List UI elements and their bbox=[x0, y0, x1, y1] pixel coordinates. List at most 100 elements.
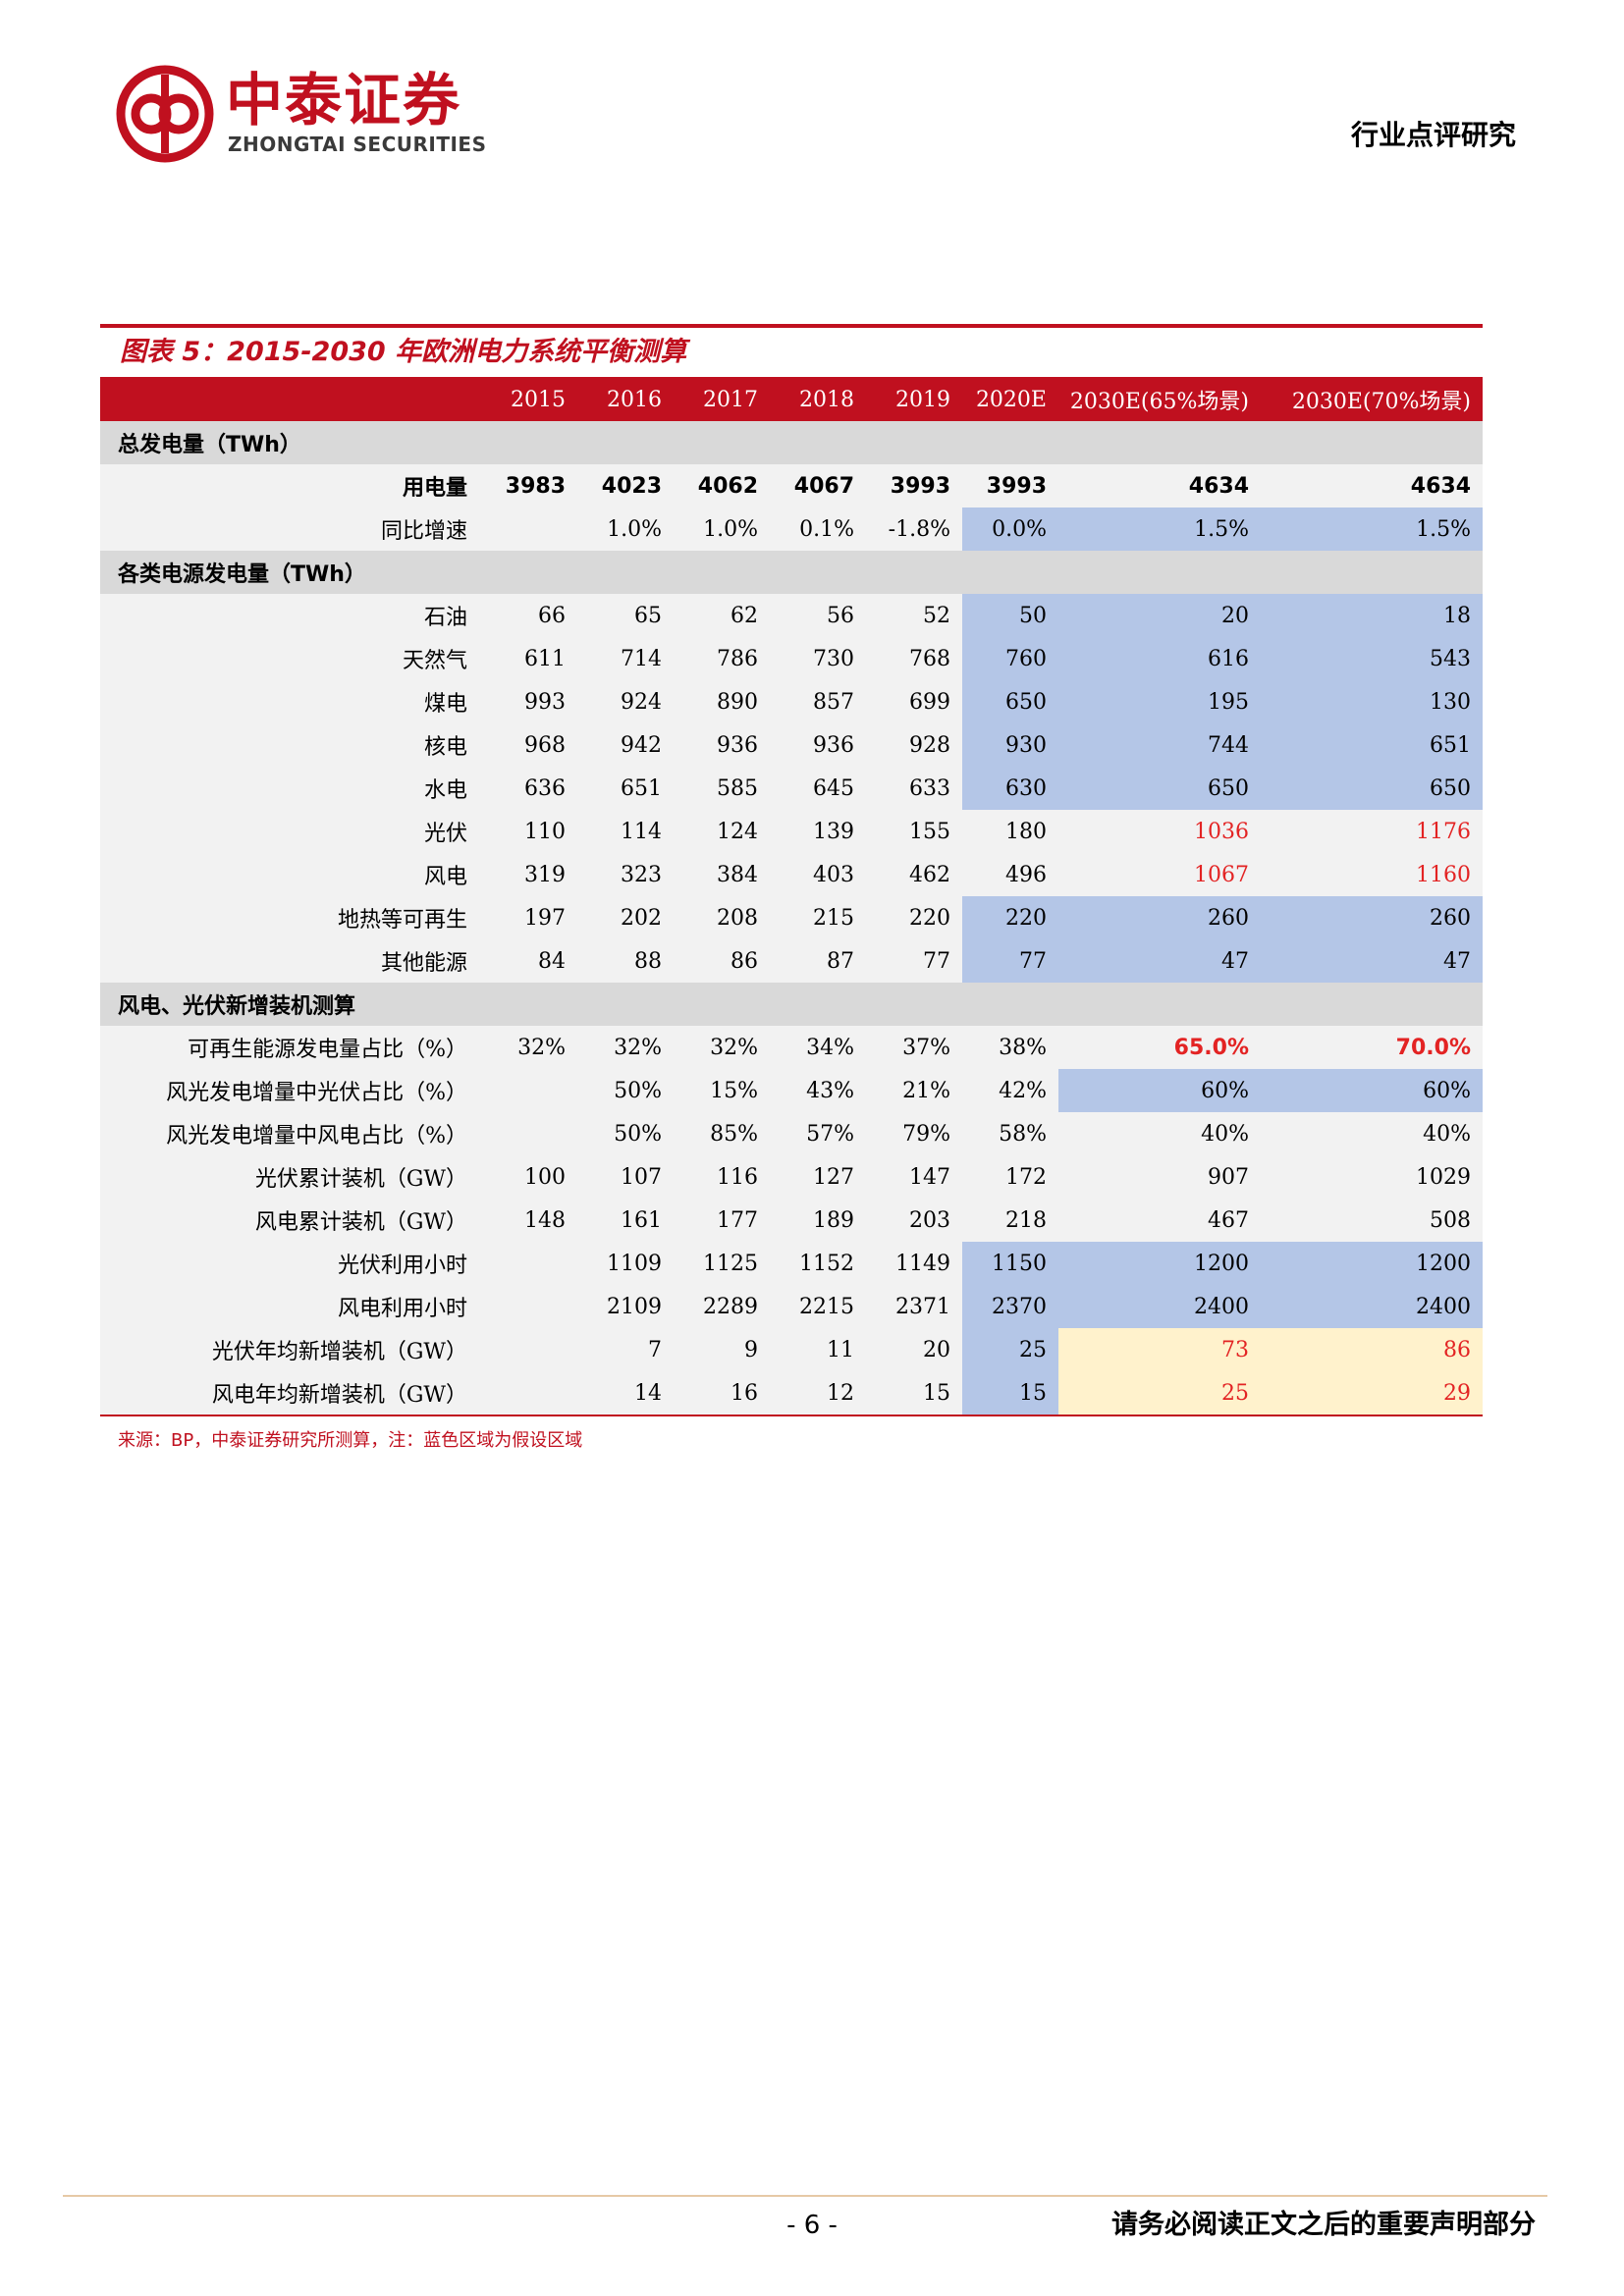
table-cell: 907 bbox=[1058, 1155, 1261, 1199]
table-cell: 215 bbox=[770, 896, 866, 939]
section-title: 风电、光伏新增装机测算 bbox=[100, 983, 1483, 1026]
table-cell: 85% bbox=[674, 1112, 770, 1155]
section-row: 各类电源发电量（TWh） bbox=[100, 551, 1483, 594]
table-cell: 127 bbox=[770, 1155, 866, 1199]
table-cell: 7 bbox=[577, 1328, 674, 1371]
table-cell: 148 bbox=[481, 1199, 577, 1242]
table-cell: 585 bbox=[674, 767, 770, 810]
row-label: 光伏利用小时 bbox=[100, 1242, 481, 1285]
row-label: 用电量 bbox=[100, 464, 481, 507]
table-cell: 650 bbox=[1058, 767, 1261, 810]
table-cell: 73 bbox=[1058, 1328, 1261, 1371]
table-cell: 1160 bbox=[1261, 853, 1483, 896]
table-cell: 43% bbox=[770, 1069, 866, 1112]
table-row: 光伏 110 114 124 139 155 180 1036 1176 bbox=[100, 810, 1483, 853]
table-cell bbox=[481, 1242, 577, 1285]
table-cell: 29 bbox=[1261, 1371, 1483, 1416]
table-row: 用电量 3983 4023 4062 4067 3993 3993 4634 4634 bbox=[100, 464, 1483, 507]
table-cell: 62 bbox=[674, 594, 770, 637]
table-cell: 66 bbox=[481, 594, 577, 637]
table-cell bbox=[481, 1069, 577, 1112]
section-row: 风电、光伏新增装机测算 bbox=[100, 983, 1483, 1026]
table-row: 光伏利用小时 1109 1125 1152 1149 1150 1200 1200 bbox=[100, 1242, 1483, 1285]
table-cell: 714 bbox=[577, 637, 674, 680]
table-row: 天然气 611 714 786 730 768 760 616 543 bbox=[100, 637, 1483, 680]
section-title: 总发电量（TWh） bbox=[100, 421, 1483, 464]
table-cell: 34% bbox=[770, 1026, 866, 1069]
table-cell: 77 bbox=[866, 939, 962, 983]
table-row: 风电 319 323 384 403 462 496 1067 1160 bbox=[100, 853, 1483, 896]
table-cell: 220 bbox=[962, 896, 1058, 939]
table-cell: 636 bbox=[481, 767, 577, 810]
page-number: - 6 - bbox=[786, 2211, 838, 2240]
column-header: 2020E bbox=[962, 377, 1058, 421]
table-cell: 21% bbox=[866, 1069, 962, 1112]
row-label: 风电 bbox=[100, 853, 481, 896]
table-header: 2015 2016 2017 2018 2019 2020E 2030E(65%场景) 203… bbox=[100, 377, 1483, 421]
row-label: 光伏 bbox=[100, 810, 481, 853]
row-label: 风光发电增量中风电占比（%） bbox=[100, 1112, 481, 1155]
table-cell: 37% bbox=[866, 1026, 962, 1069]
table-cell: 2289 bbox=[674, 1285, 770, 1328]
row-label: 风电年均新增装机（GW） bbox=[100, 1371, 481, 1416]
table-cell: 16 bbox=[674, 1371, 770, 1416]
table-cell: 260 bbox=[1261, 896, 1483, 939]
table-cell: 1067 bbox=[1058, 853, 1261, 896]
table-cell: 930 bbox=[962, 723, 1058, 767]
table-cell: 699 bbox=[866, 680, 962, 723]
table-row: 光伏年均新增装机（GW） 7 9 11 20 25 73 86 bbox=[100, 1328, 1483, 1371]
table-cell: 645 bbox=[770, 767, 866, 810]
table-cell: -1.8% bbox=[866, 507, 962, 551]
row-label: 水电 bbox=[100, 767, 481, 810]
table-cell: 88 bbox=[577, 939, 674, 983]
table-cell: 84 bbox=[481, 939, 577, 983]
table-cell: 744 bbox=[1058, 723, 1261, 767]
table-cell: 86 bbox=[674, 939, 770, 983]
table-cell: 1150 bbox=[962, 1242, 1058, 1285]
table-body: 总发电量（TWh） 用电量 3983 4023 4062 4067 3993 3993 4634… bbox=[100, 421, 1483, 1416]
table-cell: 1149 bbox=[866, 1242, 962, 1285]
table-cell: 32% bbox=[577, 1026, 674, 1069]
header-row: 2015 2016 2017 2018 2019 2020E 2030E(65%场景) 203… bbox=[100, 377, 1483, 421]
disclaimer-text: 请务必阅读正文之后的重要声明部分 bbox=[1111, 2210, 1536, 2240]
table-cell: 1125 bbox=[674, 1242, 770, 1285]
table-cell: 56 bbox=[770, 594, 866, 637]
header-corner-cell bbox=[100, 377, 481, 421]
row-label: 风电累计装机（GW） bbox=[100, 1199, 481, 1242]
table-cell bbox=[481, 1112, 577, 1155]
table-cell: 100 bbox=[481, 1155, 577, 1199]
table-cell: 462 bbox=[866, 853, 962, 896]
table-row: 同比增速 1.0% 1.0% 0.1% -1.8% 0.0% 1.5% 1.5% bbox=[100, 507, 1483, 551]
table-cell: 968 bbox=[481, 723, 577, 767]
table-cell: 2371 bbox=[866, 1285, 962, 1328]
table-cell: 177 bbox=[674, 1199, 770, 1242]
table-cell: 1029 bbox=[1261, 1155, 1483, 1199]
table-cell: 543 bbox=[1261, 637, 1483, 680]
column-header: 2019 bbox=[866, 377, 962, 421]
document-type: 行业点评研究 bbox=[1350, 119, 1516, 151]
column-header: 2017 bbox=[674, 377, 770, 421]
table-cell: 4634 bbox=[1261, 464, 1483, 507]
table-cell: 195 bbox=[1058, 680, 1261, 723]
table-cell: 65.0% bbox=[1058, 1026, 1261, 1069]
table-cell: 79% bbox=[866, 1112, 962, 1155]
table-cell: 616 bbox=[1058, 637, 1261, 680]
table-cell: 12 bbox=[770, 1371, 866, 1416]
table-cell: 15 bbox=[866, 1371, 962, 1416]
table-cell: 1.0% bbox=[577, 507, 674, 551]
table-row: 煤电 993 924 890 857 699 650 195 130 bbox=[100, 680, 1483, 723]
table-cell: 924 bbox=[577, 680, 674, 723]
row-label: 风光发电增量中光伏占比（%） bbox=[100, 1069, 481, 1112]
table-cell: 70.0% bbox=[1261, 1026, 1483, 1069]
table-cell: 760 bbox=[962, 637, 1058, 680]
table-cell: 3993 bbox=[962, 464, 1058, 507]
table-row: 其他能源 84 88 86 87 77 77 47 47 bbox=[100, 939, 1483, 983]
table-cell: 508 bbox=[1261, 1199, 1483, 1242]
column-header: 2016 bbox=[577, 377, 674, 421]
table-row: 风电累计装机（GW） 148 161 177 189 203 218 467 508 bbox=[100, 1199, 1483, 1242]
table-cell: 86 bbox=[1261, 1328, 1483, 1371]
table-cell: 496 bbox=[962, 853, 1058, 896]
table-cell: 40% bbox=[1058, 1112, 1261, 1155]
table-cell: 50% bbox=[577, 1069, 674, 1112]
table-cell: 3993 bbox=[866, 464, 962, 507]
